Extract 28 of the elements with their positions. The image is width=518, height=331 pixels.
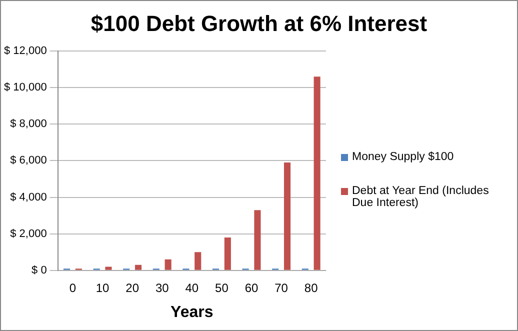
y-tick-label: $ 4,000	[10, 191, 47, 204]
x-tick-label: 10	[96, 280, 110, 295]
legend-label: Debt at Year End (Includes Due Interest)	[352, 185, 490, 209]
x-tick-label: 60	[244, 280, 258, 295]
y-tick-label: $ 6,000	[10, 154, 47, 167]
x-tick-label: 0	[69, 280, 76, 295]
legend-label: Money Supply $100	[352, 151, 454, 163]
x-tick-label: 50	[215, 280, 229, 295]
y-tick-label: $ 2,000	[10, 228, 47, 240]
y-tick-label: $ 12,000	[4, 45, 47, 58]
bar	[284, 162, 291, 270]
x-tick-label: 70	[274, 280, 288, 295]
bar	[194, 252, 202, 270]
x-tick-label: 20	[126, 280, 140, 295]
bar	[314, 76, 320, 270]
chart-title: $100 Debt Growth at 6% Interest	[90, 11, 428, 37]
y-tick-label: $ 0	[32, 264, 47, 276]
x-axis-title: Years	[170, 304, 214, 321]
x-tick-label: 40	[185, 280, 199, 295]
y-tick-label: $ 8,000	[10, 118, 47, 130]
x-tick-label: 30	[155, 280, 170, 295]
y-tick-label: $ 10,000	[4, 82, 47, 94]
bar	[105, 266, 112, 270]
x-tick-label: 80	[304, 280, 318, 295]
bar	[224, 237, 231, 270]
bar	[164, 259, 172, 270]
bar	[134, 264, 142, 270]
bar	[254, 210, 261, 270]
